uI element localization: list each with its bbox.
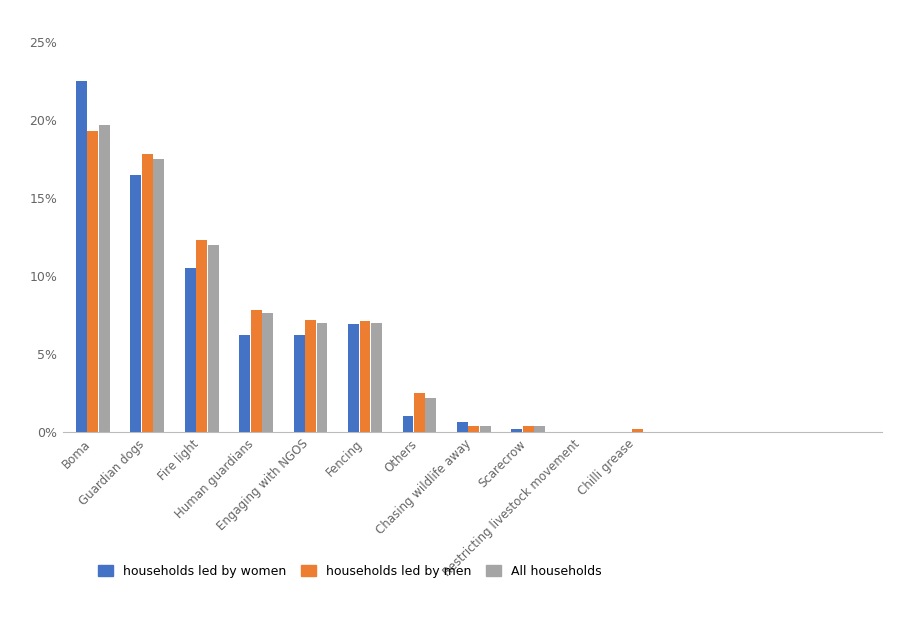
Bar	[130, 175, 141, 432]
Bar	[426, 397, 436, 432]
Bar	[414, 393, 425, 432]
Bar	[632, 429, 643, 432]
Bar	[402, 416, 413, 432]
Bar	[87, 131, 98, 432]
Bar	[99, 125, 110, 432]
Bar	[262, 313, 273, 432]
Bar	[317, 323, 328, 432]
Bar	[153, 159, 164, 432]
Bar	[348, 325, 359, 432]
Bar	[184, 268, 196, 432]
Bar	[76, 81, 87, 432]
Legend: households led by women, households led by men, All households: households led by women, households led …	[93, 560, 607, 582]
Bar	[293, 335, 304, 432]
Bar	[239, 335, 250, 432]
Bar	[535, 426, 545, 432]
Bar	[305, 320, 316, 432]
Bar	[360, 321, 371, 432]
Bar	[371, 323, 382, 432]
Bar	[523, 426, 534, 432]
Bar	[196, 240, 207, 432]
Bar	[142, 154, 153, 432]
Bar	[468, 426, 480, 432]
Bar	[251, 310, 262, 432]
Bar	[480, 426, 491, 432]
Bar	[457, 422, 468, 432]
Bar	[208, 245, 219, 432]
Bar	[511, 429, 522, 432]
